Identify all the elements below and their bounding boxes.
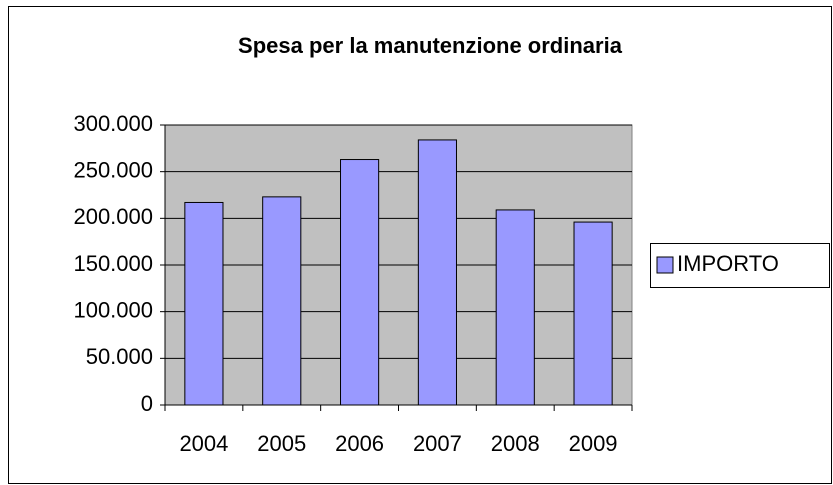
x-tick-label: 2005 <box>257 431 306 456</box>
x-tick-label: 2004 <box>179 431 228 456</box>
y-tick-label: 50.000 <box>86 344 153 369</box>
x-tick-label: 2007 <box>413 431 462 456</box>
chart-title: Spesa per la manutenzione ordinaria <box>238 33 623 58</box>
legend-box <box>650 243 830 288</box>
y-tick-label: 300.000 <box>73 111 153 136</box>
bar <box>573 221 613 406</box>
y-tick-label: 200.000 <box>73 204 153 229</box>
y-tick-label: 100.000 <box>73 297 153 322</box>
bar <box>340 159 380 406</box>
x-tick-label: 2008 <box>491 431 540 456</box>
bar <box>262 196 302 406</box>
bar <box>417 139 457 406</box>
y-tick-label: 250.000 <box>73 157 153 182</box>
legend-swatch <box>656 256 674 274</box>
x-tick-label: 2006 <box>335 431 384 456</box>
x-tick-label: 2009 <box>569 431 618 456</box>
y-tick-label: 0 <box>141 391 153 416</box>
bar <box>495 209 535 406</box>
bar <box>184 201 224 406</box>
legend-label: IMPORTO <box>677 251 779 276</box>
y-tick-label: 150.000 <box>73 251 153 276</box>
